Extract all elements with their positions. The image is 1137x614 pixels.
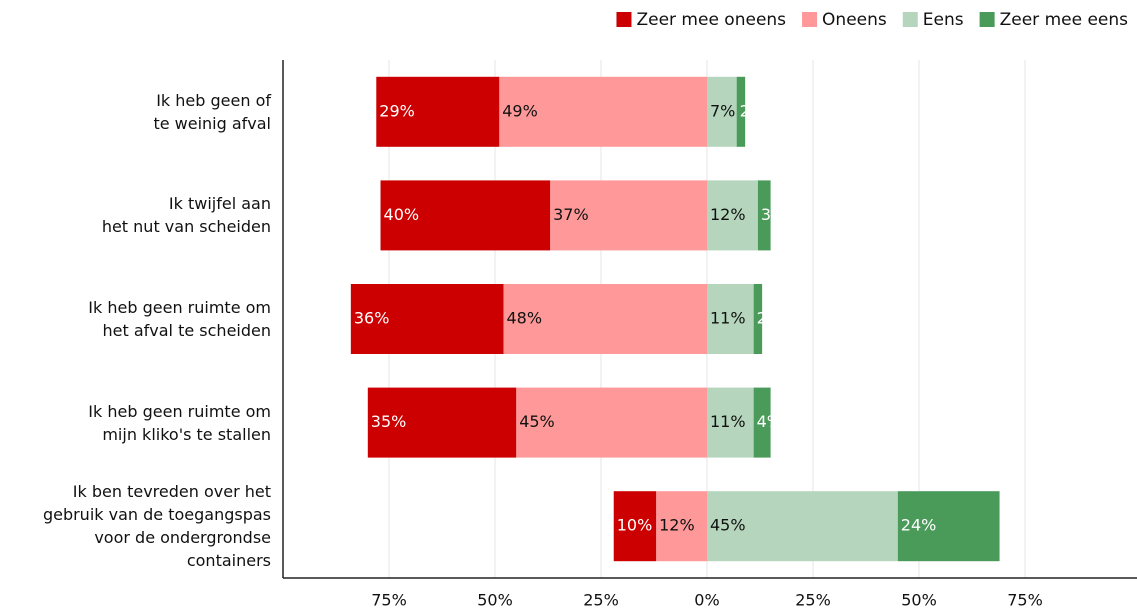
value-label: 48% <box>506 309 542 328</box>
bar <box>707 180 758 251</box>
bar <box>757 180 771 251</box>
bar <box>656 491 707 562</box>
category-label: Ik heb geen of te weinig afval <box>153 90 271 133</box>
bar <box>380 180 551 251</box>
category-label: Ik ben tevreden over het gebruik van de … <box>42 482 271 571</box>
x-tick-label: 75% <box>1007 591 1043 610</box>
value-label: 49% <box>502 101 538 120</box>
bar <box>503 284 707 354</box>
x-tick-label: 25% <box>795 591 831 610</box>
x-tick-label: 50% <box>901 591 937 610</box>
value-label: 37% <box>553 205 589 224</box>
value-label: 29% <box>379 101 415 120</box>
bar <box>753 284 763 354</box>
value-label: 2% <box>757 309 782 328</box>
value-label: 12% <box>659 516 695 535</box>
x-tick-label: 50% <box>477 591 513 610</box>
bar <box>736 76 746 147</box>
bar <box>367 387 517 458</box>
bar <box>707 284 754 354</box>
value-label: 7% <box>710 101 735 120</box>
value-label: 2% <box>740 101 765 120</box>
bar <box>516 387 707 458</box>
value-label: 24% <box>901 516 937 535</box>
bar <box>499 76 707 147</box>
value-label: 11% <box>710 412 746 431</box>
value-label: 3% <box>761 205 786 224</box>
x-tick-label: 75% <box>371 591 407 610</box>
legend-swatch <box>616 12 632 27</box>
legend-label: Oneens <box>822 10 887 30</box>
x-tick-label: 25% <box>583 591 619 610</box>
bar <box>350 284 504 354</box>
value-label: 40% <box>384 205 420 224</box>
category-label: Ik heb geen ruimte om mijn kliko's te st… <box>88 401 271 444</box>
bar <box>897 491 1000 562</box>
bar <box>550 180 707 251</box>
value-label: 35% <box>371 412 407 431</box>
legend-label: Zeer mee oneens <box>636 10 786 30</box>
bar <box>753 387 771 458</box>
value-label: 36% <box>354 309 390 328</box>
legend-label: Zeer mee eens <box>1000 10 1129 30</box>
category-label: Ik twijfel aan het nut van scheiden <box>101 194 271 237</box>
category-label: Ik heb geen ruimte om het afval te schei… <box>88 298 271 340</box>
value-label: 12% <box>710 205 746 224</box>
bar <box>613 491 657 562</box>
value-label: 11% <box>710 309 746 328</box>
legend-swatch <box>979 12 995 27</box>
bar <box>707 387 754 458</box>
value-label: 4% <box>757 412 782 431</box>
value-label: 45% <box>519 412 555 431</box>
value-label: 10% <box>617 516 653 535</box>
bar <box>707 76 737 147</box>
legend-swatch <box>802 12 818 27</box>
x-tick-label: 0% <box>694 591 719 610</box>
value-label: 45% <box>710 516 746 535</box>
legend-label: Eens <box>923 10 964 30</box>
legend-swatch <box>902 12 918 27</box>
bar <box>707 491 898 562</box>
bar <box>376 76 500 147</box>
